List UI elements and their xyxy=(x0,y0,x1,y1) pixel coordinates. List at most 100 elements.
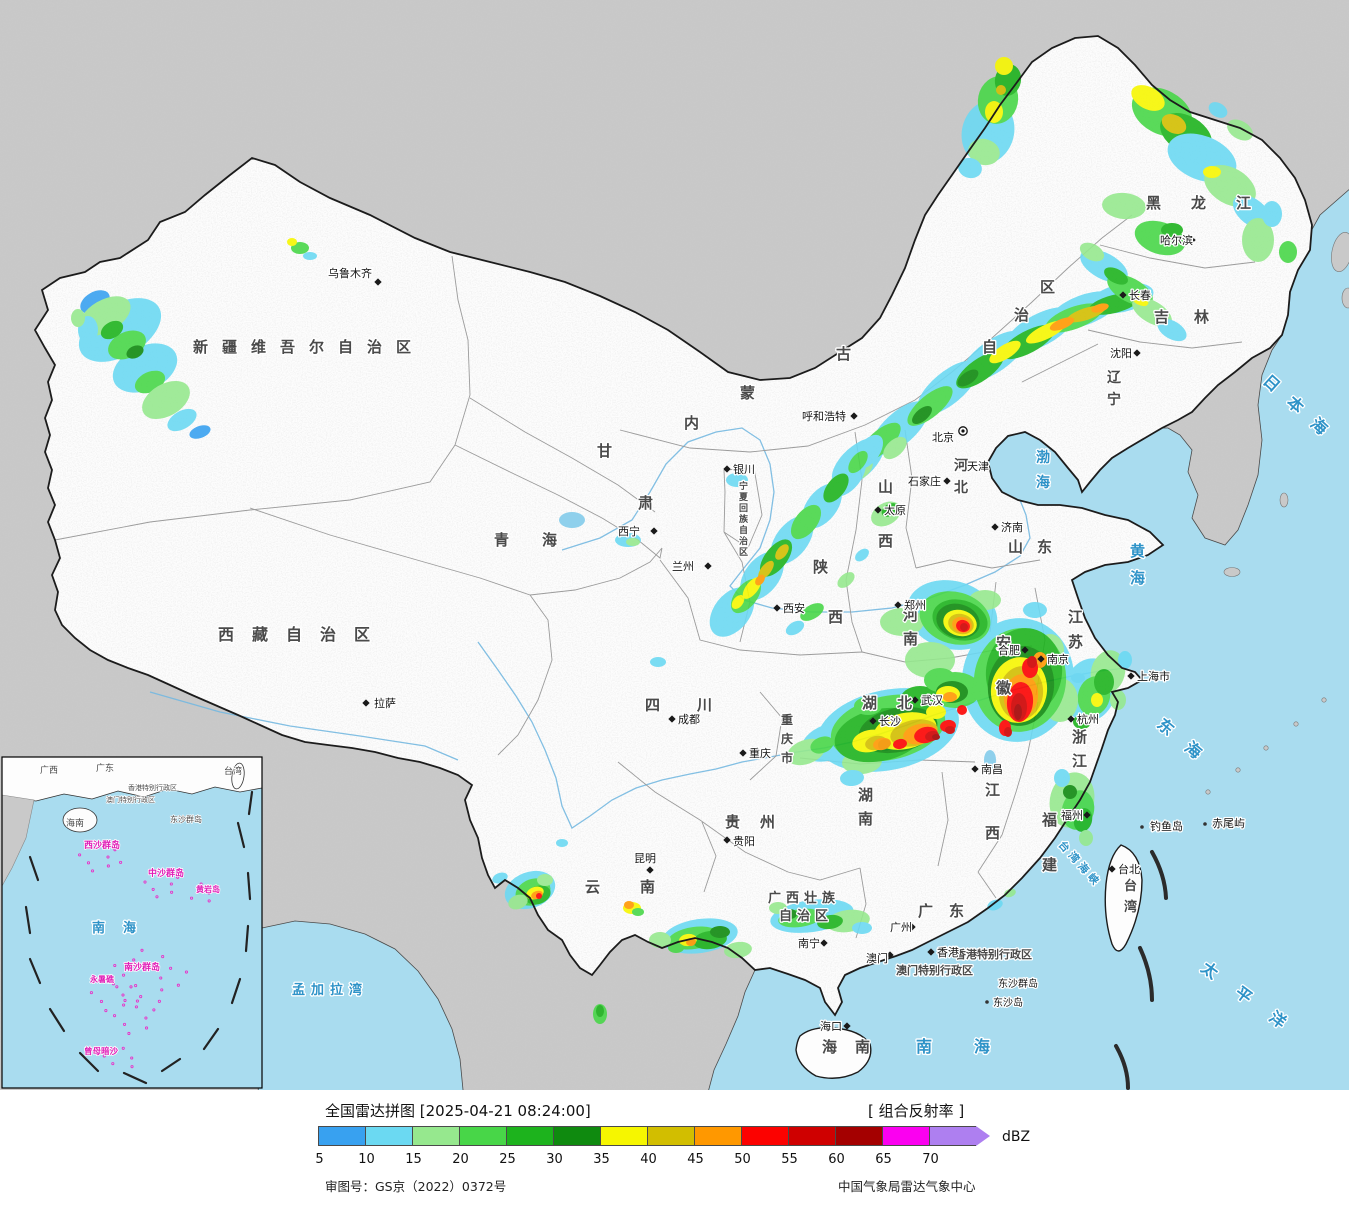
map-label: 呼和浩特 xyxy=(802,409,846,423)
radar-echo xyxy=(957,705,967,715)
map-label: 济南 xyxy=(1001,520,1023,534)
map-label: 西宁 xyxy=(618,524,640,538)
inset-dash xyxy=(48,1007,66,1033)
map-label: 中沙群岛 xyxy=(148,867,184,879)
city-marker xyxy=(1021,646,1029,654)
legend-panel: 全国雷达拼图 [2025-04-21 08:24:00] [ 组合反射率 ] d… xyxy=(0,1090,1349,1208)
map-label: 西沙群岛 xyxy=(84,839,120,851)
inset-island xyxy=(111,982,115,986)
radar-echo xyxy=(1079,830,1093,846)
inset-dash xyxy=(160,1057,182,1073)
foreign-islands xyxy=(1205,232,1349,795)
radar-echo xyxy=(1242,218,1274,262)
radar-echo xyxy=(1161,223,1183,237)
radar-echo xyxy=(1262,201,1282,227)
radar-echo xyxy=(783,909,797,919)
inset-island xyxy=(199,882,203,886)
map-label: 台北 xyxy=(1118,862,1140,876)
inset-island xyxy=(119,860,123,864)
radar-echo xyxy=(957,369,979,387)
inset-dash xyxy=(122,1071,148,1085)
radar-echo xyxy=(785,620,805,636)
map-label: 南沙群岛 xyxy=(124,961,160,973)
inset-island xyxy=(129,985,133,989)
city-marker xyxy=(773,604,781,612)
radar-echo xyxy=(724,941,752,959)
nine-dash-segment xyxy=(1138,946,1154,1002)
radar-echo xyxy=(726,473,748,487)
city-marker xyxy=(668,715,676,723)
city-marker xyxy=(820,939,828,947)
inset-island xyxy=(143,880,147,884)
radar-echo xyxy=(873,737,891,751)
inset-island xyxy=(122,1003,126,1007)
radar-echo xyxy=(624,901,634,909)
map-label: 宁夏回族自治区 xyxy=(738,480,749,558)
scale-value: 50 xyxy=(734,1152,751,1167)
radar-echo xyxy=(1161,113,1187,135)
map-label: 广西 xyxy=(40,764,58,776)
radar-echo xyxy=(303,252,317,260)
inset-dash xyxy=(28,957,42,985)
inset-island xyxy=(85,842,89,846)
map-label: 重庆市 xyxy=(780,712,793,765)
radar-echo xyxy=(291,242,309,254)
map-label: 广东 xyxy=(96,762,114,774)
radar-echo xyxy=(1004,888,1016,898)
city-marker xyxy=(957,462,965,470)
map-label: 黑龙江 xyxy=(1146,194,1281,212)
map-label: 南昌 xyxy=(981,763,1003,776)
radar-echo xyxy=(650,657,666,667)
map-label: 合肥 xyxy=(998,643,1020,657)
city-marker xyxy=(886,951,894,959)
map-label: 曾母暗沙 xyxy=(84,1046,119,1057)
echo-layer xyxy=(71,57,1297,1024)
radar-echo xyxy=(893,738,907,750)
scale-value: 45 xyxy=(687,1152,704,1167)
nine-dash-segment xyxy=(1114,1044,1130,1090)
scale-swatch-40 xyxy=(647,1126,694,1146)
inset-island xyxy=(113,963,117,968)
inset-dash xyxy=(236,821,246,849)
island-dot xyxy=(1203,822,1207,826)
radar-echo xyxy=(912,406,932,424)
radar-echo xyxy=(167,408,197,432)
radar-echo xyxy=(996,85,1006,95)
radar-echo xyxy=(958,157,982,179)
scale-swatch-5 xyxy=(318,1126,365,1146)
inset-island xyxy=(113,1014,117,1018)
radar-echo xyxy=(769,902,787,914)
scale-swatch-35 xyxy=(600,1126,647,1146)
radar-echo xyxy=(968,138,1000,166)
map-label: 拉萨 xyxy=(374,696,396,710)
inset-island xyxy=(121,1046,125,1050)
radar-echo xyxy=(1118,651,1132,669)
scale-value: 60 xyxy=(828,1152,845,1167)
map-label: 钓鱼岛 xyxy=(1150,819,1183,833)
scale-value: 25 xyxy=(499,1152,516,1167)
radar-echo xyxy=(536,893,542,899)
hainan-island xyxy=(795,1026,872,1079)
scale-value: 70 xyxy=(922,1152,939,1167)
map-label: 安徽 xyxy=(995,634,1012,697)
inset-island xyxy=(122,1022,127,1026)
radar-echo xyxy=(1227,119,1253,141)
inset-island xyxy=(97,845,101,849)
city-marker xyxy=(650,527,658,535)
map-label: 杭州 xyxy=(1077,712,1099,726)
map-label: 上海市 xyxy=(1137,669,1170,683)
map-label: 贵州 xyxy=(725,813,795,831)
city-marker xyxy=(911,696,919,704)
scale-swatch-20 xyxy=(459,1126,506,1146)
radar-echo xyxy=(926,705,946,719)
radar-echo xyxy=(1027,656,1037,668)
radar-echo xyxy=(790,504,822,540)
radar-echo xyxy=(840,769,864,787)
inset-island xyxy=(130,1056,134,1060)
inset-island xyxy=(78,853,82,857)
map-label: 东沙岛 xyxy=(993,996,1023,1009)
inset-dash xyxy=(78,1051,100,1073)
scale-value: 40 xyxy=(640,1152,657,1167)
radar-echo xyxy=(189,425,211,439)
radar-echo xyxy=(710,926,730,938)
